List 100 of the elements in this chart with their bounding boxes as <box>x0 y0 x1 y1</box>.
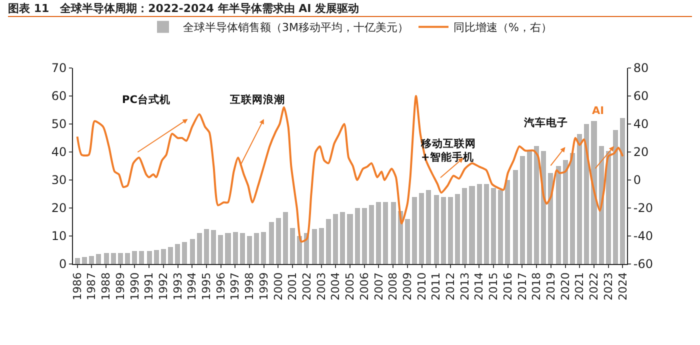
annotation: PC台式机 <box>122 93 170 106</box>
bar <box>548 173 553 264</box>
annotation: 互联网浪潮 <box>229 93 285 106</box>
bar <box>218 235 223 264</box>
bar <box>312 229 317 264</box>
y2-tick-label: 0 <box>633 173 642 188</box>
x-tick-label: 1991 <box>142 272 156 300</box>
bar <box>340 212 345 264</box>
bar <box>484 184 489 264</box>
x-tick-label: 2008 <box>386 272 400 300</box>
x-tick-label: 2014 <box>472 272 486 300</box>
y-tick-label: 60 <box>51 89 67 104</box>
y2-tick-label: 80 <box>633 61 649 76</box>
bar <box>240 233 245 264</box>
x-tick-label: 2011 <box>430 272 443 300</box>
y2-tick-label: -60 <box>633 257 654 272</box>
x-tick-label: 1994 <box>186 272 199 300</box>
x-tick-label: 1989 <box>114 272 127 300</box>
bar <box>520 156 525 264</box>
y-tick-label: 10 <box>51 229 67 244</box>
bar <box>89 256 94 264</box>
chart-title: 图表 11 全球半导体周期：2022-2024 年半导体需求由 AI 发展驱动 <box>8 2 692 17</box>
x-tick-label: 2019 <box>544 272 558 300</box>
bar <box>225 233 231 264</box>
bar <box>118 253 123 264</box>
bar <box>376 202 381 264</box>
bar <box>419 193 424 264</box>
bar <box>570 153 575 264</box>
bar <box>197 233 202 264</box>
bar <box>319 228 324 264</box>
bar <box>111 253 116 264</box>
x-tick-label: 2002 <box>300 272 314 300</box>
bar <box>498 190 503 264</box>
x-tick-label: 2001 <box>286 272 300 300</box>
bar <box>513 170 518 264</box>
bar <box>412 197 417 264</box>
bar <box>82 257 87 264</box>
bar <box>434 195 439 264</box>
x-tick-label: 2005 <box>344 272 357 300</box>
bar <box>563 160 568 264</box>
bar <box>276 218 281 264</box>
bar <box>620 118 625 264</box>
bar <box>147 251 152 264</box>
bar <box>347 214 353 264</box>
y2-tick-label: 40 <box>633 117 649 132</box>
bar <box>211 230 216 264</box>
bar <box>132 251 137 264</box>
bar <box>355 208 360 264</box>
x-tick-label: 2023 <box>602 272 615 300</box>
bar <box>283 212 288 264</box>
bar <box>161 249 166 264</box>
bar <box>391 202 396 264</box>
bar <box>154 250 159 264</box>
bar <box>556 166 561 264</box>
bar <box>455 194 460 264</box>
bar <box>139 251 144 264</box>
x-tick-label: 1997 <box>228 272 242 300</box>
x-tick-label: 2012 <box>444 272 458 300</box>
x-tick-label: 2024 <box>616 272 630 300</box>
y-tick-label: 30 <box>51 173 67 188</box>
bar <box>441 197 446 264</box>
bar <box>527 151 532 264</box>
line-series <box>76 95 624 243</box>
x-tick-label: 2016 <box>501 272 514 300</box>
bar <box>96 254 101 264</box>
bar <box>606 151 611 264</box>
bar <box>125 253 130 264</box>
y-tick-label: 70 <box>51 61 67 76</box>
y2-tick-label: 20 <box>633 145 649 160</box>
bar <box>175 244 180 264</box>
bar <box>168 247 173 264</box>
bar <box>426 190 431 264</box>
x-tick-label: 2018 <box>530 272 544 300</box>
x-tick-label: 2022 <box>588 272 601 300</box>
y-tick-label: 20 <box>51 201 67 216</box>
bar <box>247 236 252 264</box>
bar <box>182 242 187 264</box>
bar <box>613 130 618 264</box>
bar <box>233 232 238 264</box>
bar <box>333 214 338 264</box>
x-tick-label: 2009 <box>400 272 414 300</box>
bar <box>462 188 467 264</box>
x-tick-label: 2021 <box>573 272 586 300</box>
x-tick-label: 2004 <box>329 272 342 300</box>
bar <box>541 151 546 264</box>
bar <box>204 229 209 264</box>
y2-tick-label: -40 <box>633 229 654 244</box>
y-tick-label: 50 <box>51 117 67 132</box>
x-tick-label: 1987 <box>85 272 98 300</box>
x-tick-label: 1992 <box>156 272 170 300</box>
annotation: AI <box>592 105 604 117</box>
x-tick-label: 1995 <box>200 272 214 300</box>
legend-label: 同比增速（%，右） <box>454 21 552 34</box>
x-tick-label: 2000 <box>272 272 285 300</box>
x-tick-label: 1986 <box>70 272 84 300</box>
bar <box>599 146 604 264</box>
bar <box>297 236 302 264</box>
y2-tick-label: 60 <box>633 89 649 104</box>
legend-label: 全球半导体销售额（3M移动平均，十亿美元） <box>183 21 408 34</box>
bar <box>326 219 331 264</box>
